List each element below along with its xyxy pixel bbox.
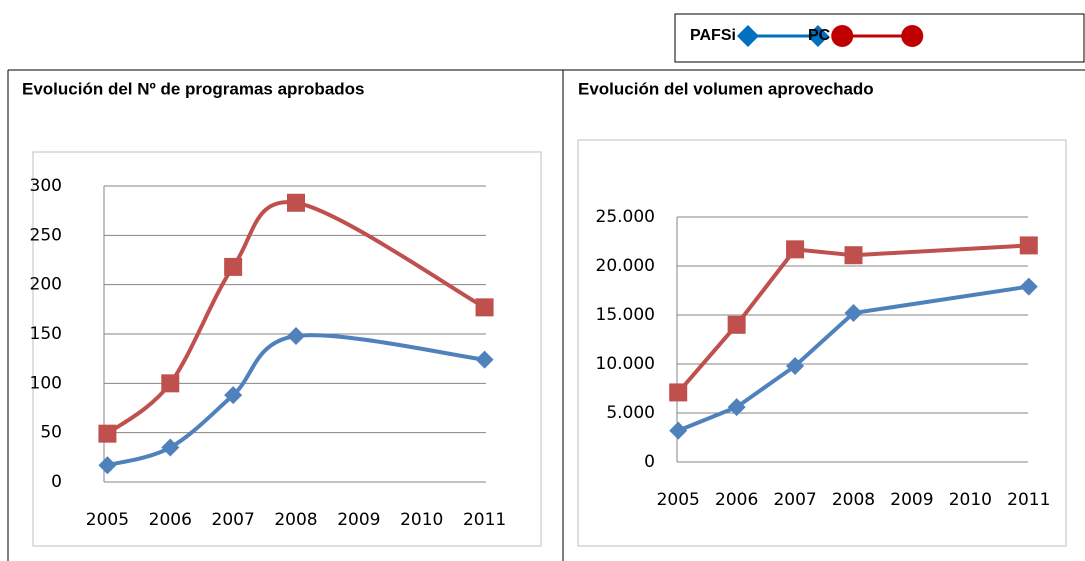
x-tick-label: 2007 — [773, 490, 816, 510]
chart-frame — [32, 151, 542, 547]
x-tick-label: 2006 — [715, 490, 758, 510]
x-tick-label: 2006 — [149, 510, 192, 530]
marker — [224, 386, 243, 405]
marker — [806, 25, 829, 47]
x-tick-label: 2007 — [212, 510, 255, 530]
marker — [727, 315, 746, 334]
y-tick-label: 50 — [40, 423, 62, 443]
marker — [475, 298, 494, 317]
marker — [901, 25, 924, 47]
marker — [1019, 236, 1038, 255]
x-tick-label: 2005 — [86, 510, 129, 530]
marker — [1019, 277, 1038, 296]
y-tick-label: 15.000 — [596, 305, 655, 325]
x-tick-label: 2009 — [890, 490, 933, 510]
marker — [669, 383, 688, 402]
x-tick-label: 2010 — [400, 510, 443, 530]
x-tick-label: 2009 — [337, 510, 380, 530]
x-tick-label: 2010 — [949, 490, 992, 510]
marker — [736, 25, 759, 47]
marker — [786, 240, 805, 259]
series-line — [106, 200, 486, 436]
marker — [844, 304, 863, 323]
marker — [98, 456, 117, 475]
marker — [98, 424, 117, 443]
marker — [287, 326, 305, 345]
x-tick-label: 2008 — [832, 490, 875, 510]
y-tick-label: 100 — [30, 373, 62, 393]
legend-label: PC — [808, 27, 831, 44]
marker — [287, 193, 305, 212]
y-tick-label: 200 — [30, 275, 62, 295]
y-tick-label: 250 — [30, 225, 62, 245]
marker — [844, 246, 863, 265]
x-tick-label: 2005 — [657, 490, 700, 510]
marker — [161, 438, 180, 457]
x-tick-label: 2011 — [463, 510, 506, 530]
marker — [831, 25, 854, 47]
chart-title: Evolución del Nº de programas aprobados — [22, 79, 365, 98]
marker — [475, 350, 494, 369]
chart-title: Evolución del volumen aprovechado — [578, 79, 874, 98]
marker — [224, 257, 243, 276]
y-tick-label: 0 — [644, 452, 655, 472]
marker — [161, 374, 180, 393]
x-tick-label: 2008 — [274, 510, 317, 530]
marker — [669, 421, 688, 440]
y-tick-label: 5.000 — [606, 403, 655, 423]
y-tick-label: 10.000 — [596, 354, 655, 374]
y-tick-label: 150 — [30, 324, 62, 344]
y-tick-label: 25.000 — [596, 207, 655, 227]
series-line — [106, 333, 485, 468]
y-tick-label: 300 — [30, 176, 62, 196]
legend-label: PAFSi — [690, 27, 736, 44]
y-tick-label: 20.000 — [596, 256, 655, 276]
legend-box — [674, 13, 1085, 63]
chart-frame — [577, 139, 1067, 547]
marker — [786, 356, 805, 375]
x-tick-label: 2011 — [1007, 490, 1050, 510]
marker — [727, 398, 746, 417]
y-tick-label: 0 — [51, 472, 62, 492]
